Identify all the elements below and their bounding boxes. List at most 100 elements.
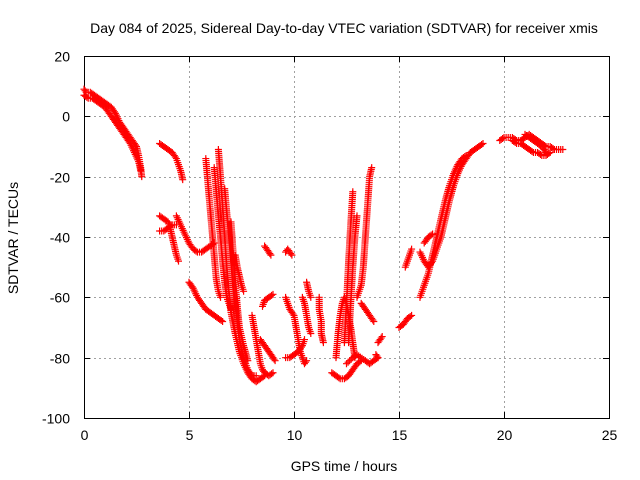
data-point-marker — [378, 333, 386, 341]
data-point-marker — [307, 330, 315, 338]
data-point-marker — [319, 339, 327, 347]
series-arc-5 — [156, 221, 180, 235]
series-arc-40 — [521, 130, 550, 157]
data-point-marker — [346, 357, 354, 365]
data-point-marker — [268, 370, 276, 378]
x-tick-label: 10 — [287, 427, 303, 443]
y-tick-label: -20 — [50, 170, 70, 186]
y-tick-label: -60 — [50, 290, 70, 306]
x-tick-label: 5 — [186, 427, 194, 443]
series-arc-15 — [256, 336, 279, 365]
data-point-marker — [335, 374, 343, 382]
y-tick-label: 0 — [62, 109, 70, 125]
series-arc-22 — [303, 278, 315, 301]
data-point-marker — [499, 134, 507, 142]
data-point-marker — [137, 167, 145, 175]
series-arc-7 — [185, 278, 227, 325]
data-point-marker — [369, 316, 377, 324]
data-point-marker — [377, 334, 385, 342]
series-arc-17 — [261, 242, 275, 259]
series-arc-34 — [401, 245, 416, 271]
data-point-marker — [247, 370, 255, 378]
data-point-marker — [511, 138, 519, 146]
axis-ticks: 0 5 10 15 20 25 -100 -80 -60 -40 -20 0 20 — [42, 49, 618, 444]
series-arc-3 — [156, 139, 187, 184]
data-point-marker — [559, 146, 567, 154]
y-tick-label: 20 — [54, 49, 70, 65]
y-axis-label: SDTVAR / TECUs — [5, 182, 21, 294]
data-point-marker — [528, 148, 536, 156]
series-arc-18 — [282, 245, 296, 259]
series-arc-2 — [80, 91, 145, 175]
data-point-marker — [541, 147, 549, 155]
data-point-marker — [167, 222, 175, 230]
series-arc-21 — [298, 293, 315, 338]
data-point-marker — [171, 153, 179, 161]
series-arc-23 — [315, 293, 327, 347]
data-point-marker — [269, 290, 277, 298]
data-point-marker — [479, 139, 487, 147]
series-arc-28 — [353, 164, 376, 301]
data-point-marker — [287, 250, 295, 258]
data-point-marker — [373, 352, 381, 360]
data-point-marker — [353, 212, 361, 220]
series-arc-13 — [231, 251, 248, 295]
data-point-marker — [406, 312, 414, 320]
data-point-marker — [268, 291, 276, 299]
data-point-marker — [427, 231, 435, 239]
data-point-marker — [240, 287, 248, 295]
data-point-marker — [408, 311, 416, 319]
data-point-marker — [266, 250, 274, 258]
data-point-marker — [192, 247, 200, 255]
data-point-marker — [244, 357, 252, 365]
series-arc-8 — [202, 155, 224, 301]
series-arc-33 — [395, 311, 416, 331]
data-point-marker — [542, 149, 550, 157]
data-point-marker — [303, 357, 311, 365]
x-tick-label: 15 — [392, 427, 408, 443]
y-tick-label: -100 — [42, 411, 70, 427]
x-tick-label: 0 — [81, 427, 89, 443]
data-point-marker — [302, 358, 310, 366]
series-arc-32 — [372, 351, 382, 362]
data-point-marker — [83, 93, 91, 101]
data-point-marker — [307, 293, 315, 301]
data-point-marker — [549, 145, 557, 153]
data-point-marker — [217, 293, 224, 301]
data-point-marker — [297, 343, 305, 351]
data-point-marker — [269, 369, 277, 377]
y-tick-label: -80 — [50, 351, 70, 367]
y-tick-label: -40 — [50, 230, 70, 246]
data-point-marker — [370, 317, 378, 325]
data-point-marker — [343, 360, 350, 368]
data-point-marker — [219, 317, 227, 325]
x-tick-label: 25 — [602, 427, 618, 443]
series-arc-27 — [345, 212, 361, 347]
data-point-marker — [289, 310, 297, 318]
data-point-marker — [374, 354, 382, 362]
data-point-marker — [349, 188, 357, 196]
series-arc-14 — [248, 311, 277, 380]
x-axis-label: GPS time / hours — [291, 458, 398, 474]
data-point-marker — [138, 173, 146, 181]
data-marks — [80, 85, 567, 386]
data-point-marker — [175, 257, 182, 265]
data-point-marker — [270, 355, 278, 363]
data-point-marker — [368, 164, 376, 172]
data-point-marker — [252, 372, 260, 380]
data-point-marker — [536, 151, 544, 159]
data-point-marker — [478, 140, 486, 148]
data-point-marker — [267, 251, 275, 259]
data-point-marker — [408, 245, 416, 253]
series-arc-36 — [416, 139, 487, 271]
chart-title: Day 084 of 2025, Sidereal Day-to-day VTE… — [90, 20, 598, 36]
series-arc-20 — [282, 336, 308, 362]
data-point-marker — [301, 336, 308, 344]
series-arc-30 — [357, 299, 378, 325]
data-point-marker — [288, 251, 296, 259]
x-tick-label: 20 — [497, 427, 513, 443]
data-point-marker — [344, 358, 352, 366]
data-point-marker — [428, 259, 436, 267]
data-point-marker — [217, 316, 225, 324]
